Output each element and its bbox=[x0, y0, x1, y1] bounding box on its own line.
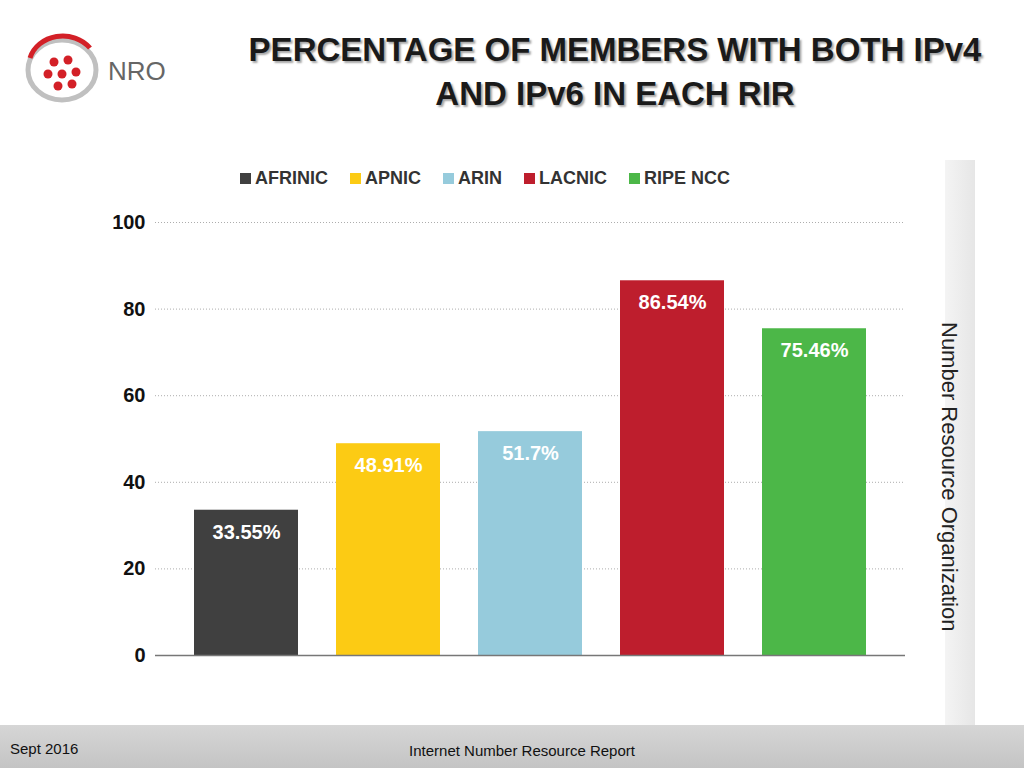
html-text:Internet Number Resource Repor: Internet Number Resource Report bbox=[409, 742, 635, 759]
svg-text:75.46%: 75.46% bbox=[781, 339, 849, 361]
svg-text:20: 20 bbox=[123, 557, 145, 579]
svg-text:40: 40 bbox=[123, 471, 145, 493]
html-text:APNIC: APNIC bbox=[365, 168, 421, 188]
svg-text:48.91%: 48.91% bbox=[355, 454, 423, 476]
svg-text:80: 80 bbox=[123, 298, 145, 320]
html-text:LACNIC: LACNIC bbox=[539, 168, 607, 188]
svg-text:NRO: NRO bbox=[108, 56, 166, 86]
svg-text:33.55%: 33.55% bbox=[213, 521, 281, 543]
html-text:Number Resource Organization: Number Resource Organization bbox=[937, 322, 962, 632]
svg-text:0: 0 bbox=[134, 644, 145, 666]
html-text:PERCENTAGE OF MEMBERS WITH BOT: PERCENTAGE OF MEMBERS WITH BOTH IPv4 AND… bbox=[248, 31, 982, 112]
svg-text:86.54%: 86.54% bbox=[639, 291, 707, 313]
svg-text:51.7%: 51.7% bbox=[502, 442, 559, 464]
html-text:ARIN: ARIN bbox=[458, 168, 502, 188]
html-text:Sept 2016: Sept 2016 bbox=[10, 740, 79, 757]
svg-text:100: 100 bbox=[112, 211, 145, 233]
svg-text:60: 60 bbox=[123, 384, 145, 406]
html-text:RIPE NCC: RIPE NCC bbox=[644, 168, 730, 188]
html-text:AFRINIC: AFRINIC bbox=[255, 168, 328, 188]
